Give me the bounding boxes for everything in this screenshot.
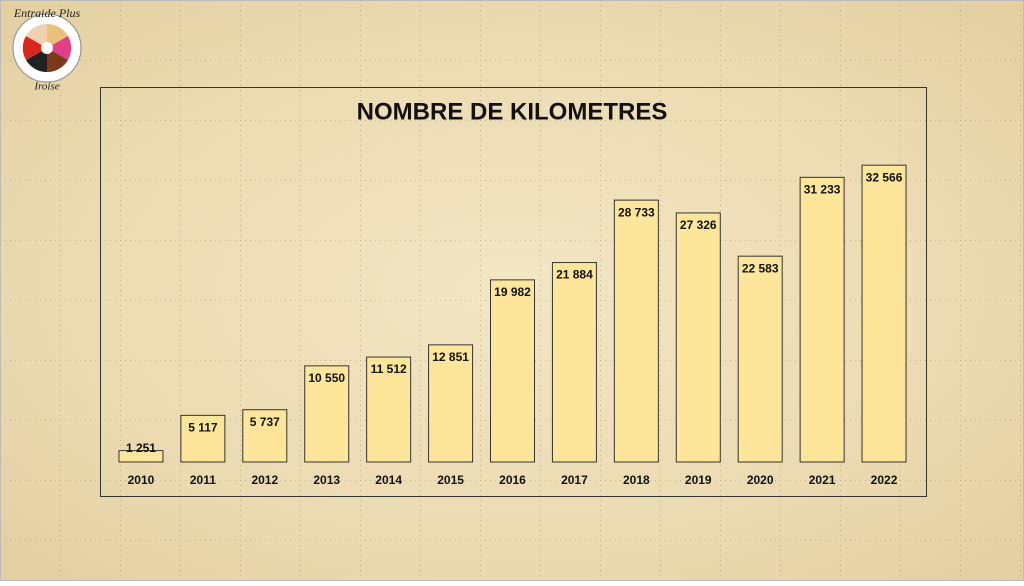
x-tick-label: 2016: [499, 473, 526, 487]
value-label: 10 550: [308, 371, 345, 385]
logo-hand: [22, 36, 47, 60]
value-label: 28 733: [618, 205, 655, 219]
x-tick-label: 2011: [190, 473, 216, 487]
bar: [737, 255, 783, 463]
value-label: 5 117: [188, 421, 218, 435]
logo-hand: [26, 23, 47, 48]
chart-title: NOMBRE DE KILOMETRES: [357, 98, 668, 125]
x-tick-label: 2014: [375, 473, 402, 487]
x-tick-label: 2018: [623, 473, 650, 487]
logo-hand: [47, 48, 68, 73]
bar: [242, 409, 288, 463]
logo-hand: [47, 23, 68, 48]
bar: [304, 365, 350, 463]
bar: [675, 212, 721, 463]
value-label: 1 251: [126, 441, 156, 455]
value-label: 31 233: [804, 183, 841, 197]
x-tick-label: 2022: [871, 473, 898, 487]
logo-title: Entraide Plus: [13, 6, 81, 20]
x-tick-label: 2021: [809, 473, 836, 487]
bar: [180, 414, 226, 463]
value-label: 11 512: [371, 362, 407, 376]
value-label: 32 566: [866, 170, 903, 184]
value-label: 5 737: [250, 415, 280, 429]
bar: [118, 450, 164, 463]
x-tick-label: 2010: [128, 473, 155, 487]
bar: [861, 164, 907, 463]
chart-frame: [100, 87, 927, 497]
bar: [490, 279, 535, 463]
value-label: 22 583: [742, 261, 779, 275]
x-tick-label: 2019: [685, 473, 712, 487]
x-tick-label: 2012: [251, 473, 278, 487]
bar: [428, 344, 474, 463]
value-label: 21 884: [556, 268, 593, 282]
logo-hand: [47, 36, 72, 60]
logo: Entraide Plus Iroise: [12, 6, 82, 93]
bar: [613, 199, 659, 463]
bar: [366, 356, 412, 463]
value-label: 27 326: [680, 218, 717, 232]
x-tick-label: 2015: [437, 473, 464, 487]
x-tick-label: 2020: [747, 473, 774, 487]
logo-subtitle: Iroise: [33, 81, 59, 93]
bar: [551, 262, 597, 463]
value-label: 19 982: [494, 285, 531, 299]
x-tick-label: 2013: [313, 473, 340, 487]
value-label: 12 851: [432, 350, 469, 364]
logo-center: [41, 42, 53, 54]
x-tick-label: 2017: [561, 473, 588, 487]
logo-hand: [26, 48, 47, 73]
bar: [799, 176, 845, 463]
